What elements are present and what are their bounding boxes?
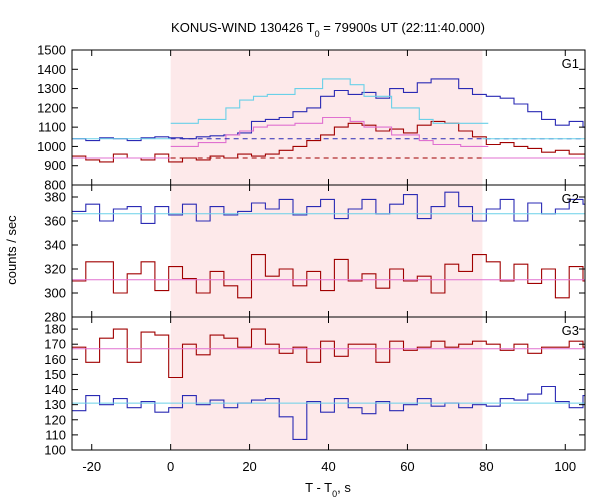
signal-interval-shading <box>170 50 483 450</box>
y-tick-label: 1400 <box>37 62 66 77</box>
y-tick-label: 800 <box>44 178 66 193</box>
y-axis-label: counts / sec <box>4 215 19 285</box>
y-tick-label: 110 <box>45 427 66 442</box>
y-tick-label: 280 <box>44 310 66 325</box>
x-axis-label: T - T0, s <box>305 480 351 499</box>
x-tick-label: 100 <box>554 459 576 474</box>
x-tick-label: 40 <box>321 459 335 474</box>
panel-plot-area <box>72 328 585 440</box>
panel-label: G1 <box>562 56 579 71</box>
series-magenta-step-3 <box>170 116 489 147</box>
y-tick-label: 380 <box>44 190 66 205</box>
series-blue-step-0 <box>72 78 585 142</box>
panel-label: G3 <box>562 323 579 338</box>
x-tick-label: 0 <box>167 459 174 474</box>
y-tick-label: 1300 <box>37 81 66 96</box>
series-red-step-1 <box>72 120 585 163</box>
panel-plot-area <box>72 191 585 299</box>
x-tick-label: 80 <box>479 459 493 474</box>
series-blue-step-0 <box>72 385 585 440</box>
y-tick-label: 160 <box>44 352 66 367</box>
y-tick-label: 120 <box>44 412 66 427</box>
series-blue-step-0 <box>72 191 585 224</box>
y-tick-label: 130 <box>44 397 66 412</box>
x-tick-label: 20 <box>242 459 256 474</box>
panel-label: G2 <box>562 191 579 206</box>
y-tick-label: 900 <box>44 158 66 173</box>
x-tick-label: 60 <box>400 459 414 474</box>
y-tick-label: 100 <box>44 443 66 458</box>
y-tick-label: 1500 <box>37 43 66 58</box>
y-tick-label: 320 <box>44 262 66 277</box>
y-tick-label: 300 <box>44 286 66 301</box>
y-tick-label: 150 <box>44 367 66 382</box>
chart-title: KONUS-WIND 130426 T0 = 79900s UT (22:11:… <box>171 20 485 39</box>
y-tick-label: 1100 <box>38 120 66 135</box>
y-tick-label: 360 <box>44 214 66 229</box>
y-tick-label: 180 <box>44 322 66 337</box>
series-red-step-1 <box>72 328 585 379</box>
series-cyan-step-2 <box>170 78 489 124</box>
y-tick-label: 170 <box>44 337 66 352</box>
y-tick-label: 1000 <box>37 139 66 154</box>
panel-plot-area <box>72 78 585 163</box>
series-red-step-1 <box>72 254 585 299</box>
y-tick-label: 340 <box>44 238 66 253</box>
y-tick-label: 1200 <box>37 100 66 115</box>
panel-g1: 800 900 1000 1100 1200 1300 1400 1500 G1 <box>37 43 586 193</box>
x-tick-label: -20 <box>82 459 101 474</box>
y-tick-label: 140 <box>44 382 66 397</box>
